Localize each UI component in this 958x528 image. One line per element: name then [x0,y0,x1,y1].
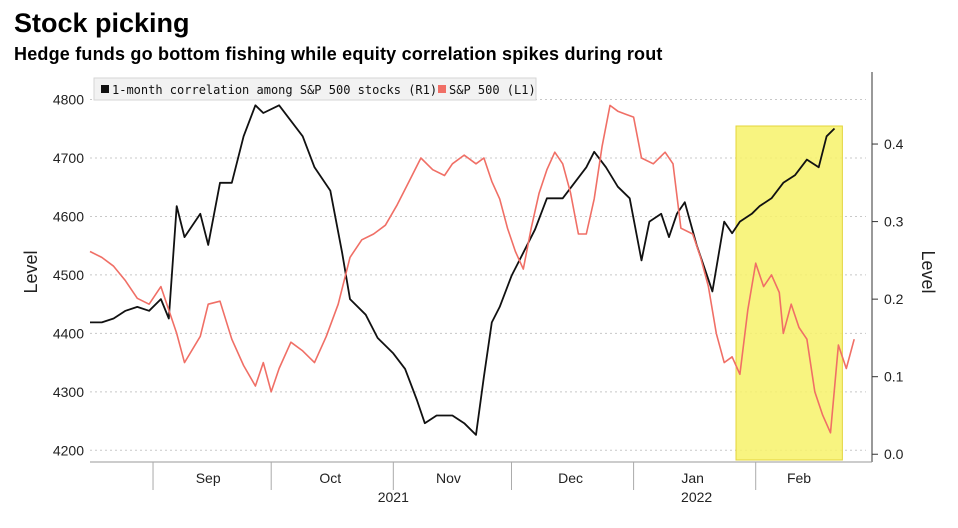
month-label: Nov [436,470,461,486]
series-line-correlation [90,104,836,436]
series-group [89,104,855,436]
chart-title: Stock picking [14,8,190,38]
legend-swatch-correlation [101,85,109,93]
left-tick-label: 4200 [53,442,84,458]
legend-label-sp500: S&P 500 (L1) [449,83,536,97]
left-tick-label: 4300 [53,384,84,400]
month-label: Jan [681,470,704,486]
legend-background [93,77,537,101]
series-line-sp500 [89,104,855,434]
left-tick-label: 4800 [53,92,84,108]
month-label: Dec [558,470,583,486]
right-tick-label: 0.4 [884,136,904,152]
month-label: Sep [196,470,221,486]
highlight-box [735,125,843,461]
month-label: Feb [787,470,811,486]
left-tick-label: 4600 [53,208,84,224]
left-tick-label: 4500 [53,267,84,283]
left-tick-label: 4700 [53,150,84,166]
right-axis-title: Level [918,250,938,293]
left-tick-label: 4400 [53,325,84,341]
legend-label-correlation: 1-month correlation among S&P 500 stocks… [112,83,437,97]
legend: 1-month correlation among S&P 500 stocks… [93,77,537,101]
right-tick-label: 0.0 [884,446,904,462]
year-label: 2021 [378,489,409,505]
left-axis-title: Level [21,250,41,293]
month-label: Oct [319,470,341,486]
legend-swatch-sp500 [438,85,446,93]
axes: 4200 4300 4400 4500 4600 4700 4800 0.0 0.1 0.2 0.3… [21,72,938,505]
year-label: 2022 [681,489,712,505]
chart-subtitle: Hedge funds go bottom fishing while equi… [14,44,663,64]
right-tick-label: 0.3 [884,214,904,230]
right-tick-label: 0.2 [884,291,904,307]
right-tick-label: 0.1 [884,369,904,385]
